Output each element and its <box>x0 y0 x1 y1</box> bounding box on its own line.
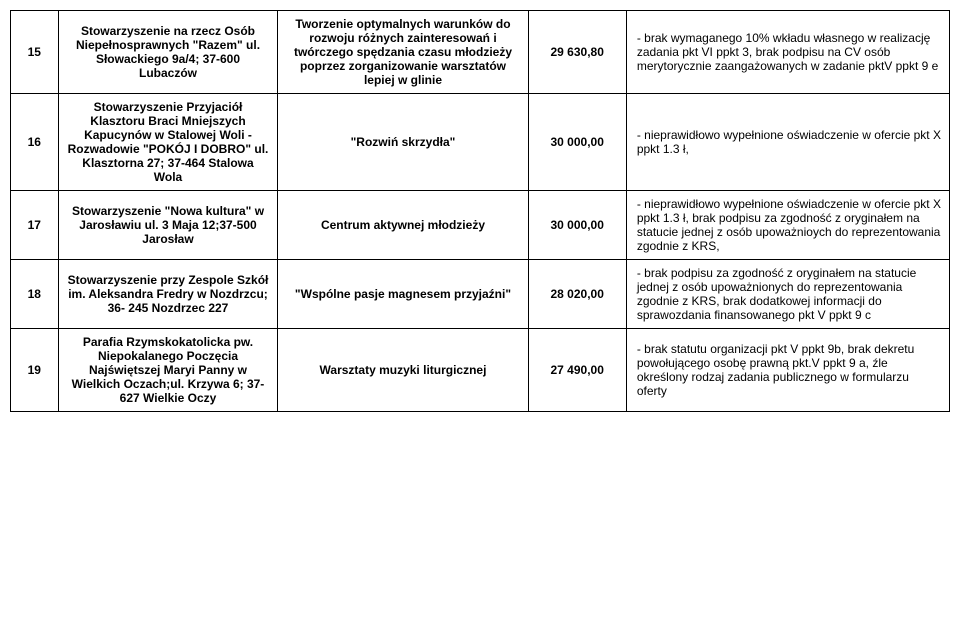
cell-amount: 30 000,00 <box>528 191 626 260</box>
table-body: 15 Stowarzyszenie na rzecz Osób Niepełno… <box>11 11 950 412</box>
cell-task: "Rozwiń skrzydła" <box>278 94 528 191</box>
table-row: 18 Stowarzyszenie przy Zespole Szkół im.… <box>11 260 950 329</box>
cell-org: Stowarzyszenie Przyjaciół Klasztoru Brac… <box>58 94 278 191</box>
table-row: 19 Parafia Rzymskokatolicka pw. Niepokal… <box>11 329 950 412</box>
cell-amount: 29 630,80 <box>528 11 626 94</box>
cell-num: 18 <box>11 260 59 329</box>
cell-org: Stowarzyszenie na rzecz Osób Niepełnospr… <box>58 11 278 94</box>
cell-notes: - nieprawidłowo wypełnione oświadczenie … <box>626 94 949 191</box>
cell-notes: - nieprawidłowo wypełnione oświadczenie … <box>626 191 949 260</box>
cell-num: 17 <box>11 191 59 260</box>
cell-org: Stowarzyszenie przy Zespole Szkół im. Al… <box>58 260 278 329</box>
table-row: 15 Stowarzyszenie na rzecz Osób Niepełno… <box>11 11 950 94</box>
cell-task: Centrum aktywnej młodzieży <box>278 191 528 260</box>
cell-notes: - brak wymaganego 10% wkładu własnego w … <box>626 11 949 94</box>
cell-amount: 27 490,00 <box>528 329 626 412</box>
cell-num: 19 <box>11 329 59 412</box>
cell-num: 16 <box>11 94 59 191</box>
table-row: 16 Stowarzyszenie Przyjaciół Klasztoru B… <box>11 94 950 191</box>
cell-num: 15 <box>11 11 59 94</box>
cell-org: Parafia Rzymskokatolicka pw. Niepokalane… <box>58 329 278 412</box>
cell-task: Tworzenie optymalnych warunków do rozwoj… <box>278 11 528 94</box>
cell-task: "Wspólne pasje magnesem przyjaźni" <box>278 260 528 329</box>
cell-task: Warsztaty muzyki liturgicznej <box>278 329 528 412</box>
cell-amount: 28 020,00 <box>528 260 626 329</box>
cell-org: Stowarzyszenie "Nowa kultura" w Jarosław… <box>58 191 278 260</box>
cell-notes: - brak podpisu za zgodność z oryginałem … <box>626 260 949 329</box>
cell-notes: - brak statutu organizacji pkt V ppkt 9b… <box>626 329 949 412</box>
cell-amount: 30 000,00 <box>528 94 626 191</box>
table-row: 17 Stowarzyszenie "Nowa kultura" w Jaros… <box>11 191 950 260</box>
data-table: 15 Stowarzyszenie na rzecz Osób Niepełno… <box>10 10 950 412</box>
